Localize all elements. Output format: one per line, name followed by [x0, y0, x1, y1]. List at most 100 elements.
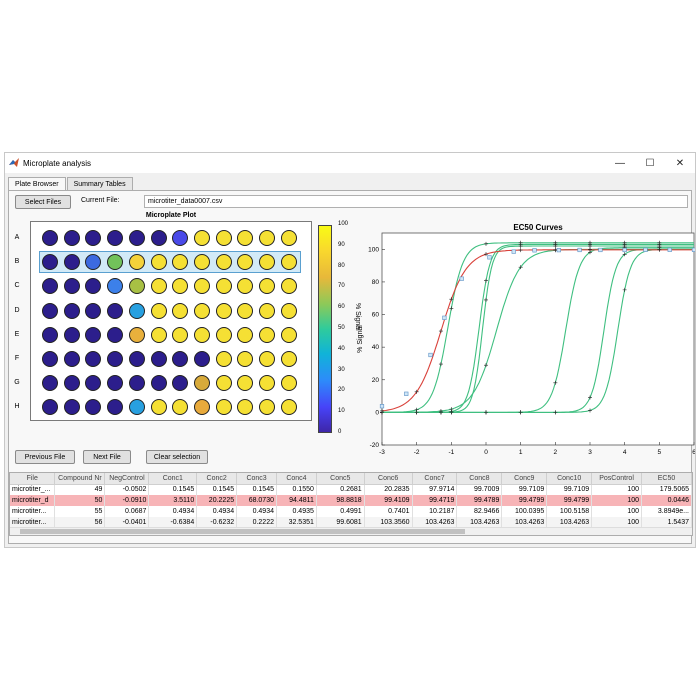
table-cell[interactable]: 103.4263 — [412, 517, 458, 528]
select-files-button[interactable]: Select Files — [15, 195, 71, 209]
table-cell[interactable]: 3.5110 — [148, 495, 198, 506]
table-cell[interactable]: 94.4811 — [276, 495, 317, 506]
column-header[interactable]: NegControl — [104, 473, 150, 485]
table-cell[interactable]: 103.4263 — [546, 517, 593, 528]
well-e11[interactable] — [259, 326, 275, 343]
well-d7[interactable] — [172, 302, 189, 319]
well-d12[interactable] — [280, 302, 297, 319]
next-file-button[interactable]: Next File — [83, 450, 131, 464]
well-a9[interactable] — [215, 230, 232, 246]
well-g10[interactable] — [237, 375, 254, 392]
well-a6[interactable] — [150, 230, 167, 246]
column-header[interactable]: EC50 — [641, 473, 692, 485]
column-header[interactable]: Compound Nr — [54, 473, 106, 485]
well-h3[interactable] — [85, 399, 102, 416]
well-d5[interactable] — [128, 302, 145, 319]
well-f1[interactable] — [42, 351, 58, 367]
table-cell[interactable]: 99.6081 — [316, 517, 365, 528]
well-e6[interactable] — [150, 326, 167, 343]
well-h8[interactable] — [193, 399, 210, 416]
table-cell[interactable]: 0.4991 — [316, 506, 365, 517]
well-g4[interactable] — [107, 375, 124, 392]
table-cell[interactable]: 99.4799 — [501, 495, 548, 506]
well-b11[interactable] — [259, 254, 275, 271]
table-cell[interactable]: -0.0502 — [104, 484, 150, 495]
well-b2[interactable] — [63, 254, 80, 271]
table-cell[interactable]: 55 — [54, 506, 106, 517]
table-cell[interactable]: -0.0401 — [104, 517, 150, 528]
well-e8[interactable] — [193, 326, 210, 343]
table-cell[interactable]: 0.1545 — [148, 484, 198, 495]
well-f10[interactable] — [237, 351, 254, 367]
well-h9[interactable] — [215, 399, 232, 416]
table-cell[interactable]: 100.0395 — [501, 506, 548, 517]
well-d2[interactable] — [63, 302, 80, 319]
well-h12[interactable] — [280, 399, 297, 416]
well-a7[interactable] — [172, 230, 189, 246]
well-f6[interactable] — [150, 351, 167, 367]
well-f8[interactable] — [193, 351, 210, 367]
table-cell[interactable]: microtiter... — [10, 506, 56, 517]
well-c7[interactable] — [172, 278, 189, 295]
table-cell[interactable]: 100.5158 — [546, 506, 593, 517]
well-f11[interactable] — [259, 351, 275, 367]
table-row[interactable]: microtiter... 55 0.0687 0.4934 0.4934 0.4934 0… — [10, 506, 692, 517]
well-a4[interactable] — [107, 230, 124, 246]
table-cell[interactable]: 56 — [54, 517, 106, 528]
table-cell[interactable]: 0.2222 — [236, 517, 277, 528]
well-c3[interactable] — [85, 278, 102, 295]
well-h6[interactable] — [150, 399, 167, 416]
maximize-button[interactable]: ☐ — [645, 157, 655, 169]
well-c12[interactable] — [280, 278, 297, 295]
table-row[interactable]: microtiter_... 49 -0.0502 0.1545 0.1545 0.154… — [10, 484, 692, 495]
table-cell[interactable]: 0.0687 — [104, 506, 150, 517]
table-cell[interactable]: 3.8949e... — [641, 506, 692, 517]
scrollbar-thumb[interactable] — [20, 529, 465, 534]
table-cell[interactable]: 20.2835 — [364, 484, 413, 495]
column-header[interactable]: Conc6 — [364, 473, 413, 485]
current-file-field[interactable]: microtiter_data0007.csv — [144, 195, 688, 208]
table-cell[interactable]: 50 — [54, 495, 106, 506]
well-b1[interactable] — [42, 254, 58, 271]
well-d3[interactable] — [85, 302, 102, 319]
well-c8[interactable] — [193, 278, 210, 295]
table-cell[interactable]: -0.0910 — [104, 495, 150, 506]
well-c11[interactable] — [259, 278, 275, 295]
well-d8[interactable] — [193, 302, 210, 319]
column-header[interactable]: Conc2 — [196, 473, 238, 485]
table-cell[interactable]: 100 — [591, 495, 643, 506]
well-b12[interactable] — [280, 254, 297, 271]
table-cell[interactable]: 20.2225 — [196, 495, 238, 506]
table-cell[interactable]: microtiter... — [10, 517, 56, 528]
well-g7[interactable] — [172, 375, 189, 392]
well-g2[interactable] — [63, 375, 80, 392]
well-d6[interactable] — [150, 302, 167, 319]
table-cell[interactable]: 103.4263 — [501, 517, 548, 528]
table-cell[interactable]: 99.4719 — [412, 495, 458, 506]
well-b3[interactable] — [85, 254, 102, 271]
well-c10[interactable] — [237, 278, 254, 295]
column-header[interactable]: File — [10, 473, 56, 485]
well-e9[interactable] — [215, 326, 232, 343]
well-h5[interactable] — [128, 399, 145, 416]
well-e1[interactable] — [42, 326, 58, 343]
well-g12[interactable] — [280, 375, 297, 392]
well-b7[interactable] — [172, 254, 189, 271]
well-a2[interactable] — [63, 230, 80, 246]
well-b6[interactable] — [150, 254, 167, 271]
column-header[interactable]: Conc10 — [546, 473, 593, 485]
well-a3[interactable] — [85, 230, 102, 246]
table-cell[interactable]: 49 — [54, 484, 106, 495]
well-f5[interactable] — [128, 351, 145, 367]
microplate-plot[interactable]: A B C D E F G H — [14, 221, 312, 421]
table-cell[interactable]: 82.9466 — [456, 506, 503, 517]
well-h10[interactable] — [237, 399, 254, 416]
well-d11[interactable] — [259, 302, 275, 319]
well-b8[interactable] — [193, 254, 210, 271]
well-e3[interactable] — [85, 326, 102, 343]
table-cell[interactable]: -0.6232 — [196, 517, 238, 528]
well-g1[interactable] — [42, 375, 58, 392]
well-a8[interactable] — [193, 230, 210, 246]
well-g5[interactable] — [128, 375, 145, 392]
table-cell[interactable]: 103.4263 — [456, 517, 503, 528]
